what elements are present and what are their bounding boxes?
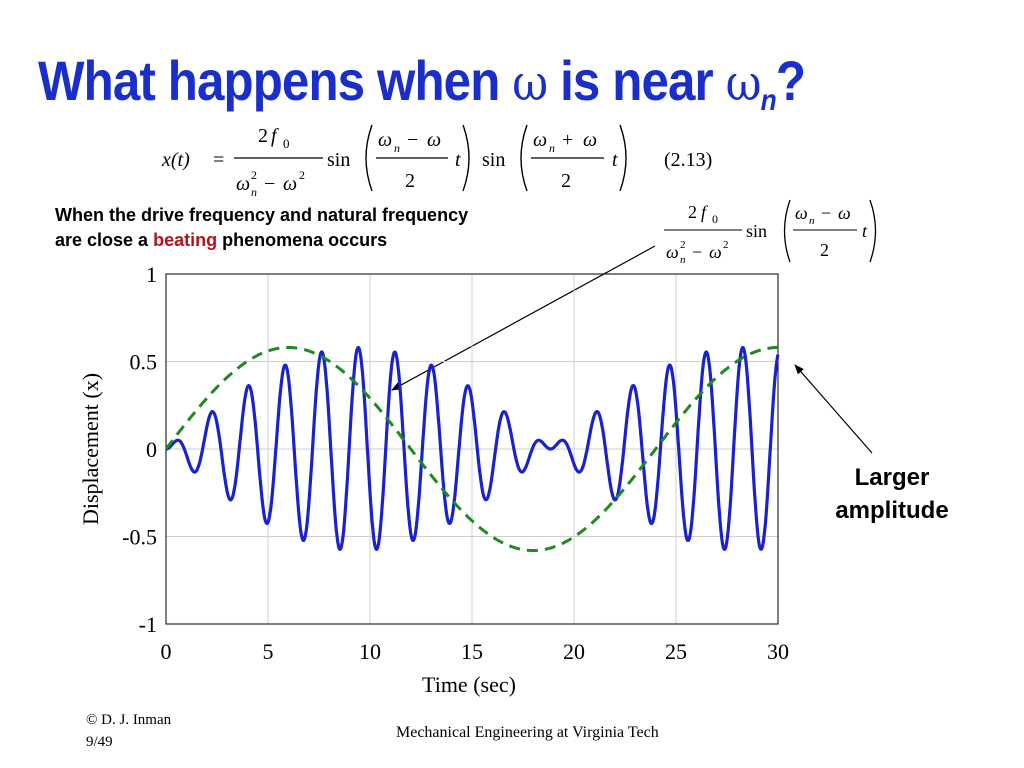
page-number: 9/49 — [86, 734, 113, 750]
title-prefix: What happens when — [38, 49, 513, 112]
larger-amplitude-note: Larger amplitude — [812, 461, 972, 527]
eq-lhs: x(t) — [161, 149, 190, 171]
x-tick-label: 15 — [461, 639, 483, 664]
y-tick-label: 0.5 — [130, 350, 158, 375]
eq-arg1-omega: ω — [427, 129, 441, 151]
y-axis-label: Displacement (x) — [78, 373, 103, 525]
env-arg-minus: − — [821, 203, 831, 223]
x-tick-label: 10 — [359, 639, 381, 664]
x-tick-label: 5 — [263, 639, 274, 664]
x-tick-label: 25 — [665, 639, 687, 664]
note-line-2: amplitude — [835, 497, 949, 524]
env-den-sub-n: n — [680, 254, 686, 266]
x-tick-label: 20 — [563, 639, 585, 664]
copyright: © D. J. Inman 9/49 — [86, 709, 171, 753]
eq-paren-right-2 — [619, 124, 627, 192]
env-num-2: 2 — [688, 202, 697, 222]
env-den-sq-2: 2 — [723, 239, 729, 251]
y-tick-label: -1 — [139, 612, 157, 637]
omega-n-symbol: ω — [725, 54, 762, 112]
env-paren-right — [869, 199, 877, 263]
copyright-text: © D. J. Inman — [86, 712, 172, 728]
eq-arg2-t: t — [612, 149, 618, 171]
env-arg-t: t — [862, 221, 868, 241]
y-tick-label: 1 — [146, 262, 157, 287]
eq-arg2-plus: + — [562, 129, 573, 151]
eq-sin-1: sin — [327, 149, 350, 171]
chart-ticks: 0 5 10 15 20 25 30 1 0.5 0 -0.5 -1 — [122, 262, 789, 664]
eq-num-f: f — [271, 125, 279, 147]
eq-num-2: 2 — [258, 125, 268, 147]
eq-den-sub-n: n — [251, 185, 257, 199]
envelope-formula: 2 f 0 ω 2 n − ω 2 sin ω n − ω 2 t — [664, 199, 877, 266]
env-num-f-sub: 0 — [712, 212, 718, 226]
y-tick-label: -0.5 — [122, 525, 157, 550]
footer-text: Mechanical Engineering at Virginia Tech — [396, 724, 659, 741]
eq-den-sq-1: 2 — [251, 168, 257, 182]
equation-2-13: x(t) = 2 f 0 ω 2 n − ω 2 sin ω n − ω 2 t… — [161, 124, 712, 199]
eq-arg1-den: 2 — [405, 170, 415, 192]
eq-den-minus: − — [264, 173, 275, 195]
env-arg-sub-n: n — [809, 215, 815, 227]
eq-paren-right-1 — [462, 124, 470, 192]
caption-prefix: are close a — [55, 230, 154, 250]
eq-num-f-sub: 0 — [283, 136, 290, 151]
eq-den-sq-2: 2 — [299, 168, 305, 182]
caption-suffix: phenomena occurs — [217, 230, 388, 250]
env-num-f: f — [701, 202, 709, 222]
caption-line-2: are close a beating phenomena occurs — [55, 228, 468, 253]
eq-arg1-t: t — [455, 149, 461, 171]
x-tick-label: 0 — [161, 639, 172, 664]
displacement-series — [164, 345, 780, 551]
eq-den-omega-n: ω — [236, 173, 250, 195]
slide-title: What happens when ω is near ωn? — [38, 48, 806, 118]
env-arg-den: 2 — [820, 240, 829, 260]
eq-paren-left-1 — [365, 124, 373, 192]
title-subscript-n: n — [760, 84, 777, 117]
amplitude-arrow — [794, 364, 873, 454]
eq-arg2-den: 2 — [561, 170, 571, 192]
eq-number: (2.13) — [664, 149, 712, 171]
env-den-sq-1: 2 — [680, 239, 686, 251]
omega-symbol: ω — [512, 54, 548, 112]
caption: When the drive frequency and natural fre… — [55, 203, 468, 253]
chart-grid — [166, 274, 778, 624]
eq-paren-left-2 — [520, 124, 528, 192]
eq-den-omega: ω — [283, 173, 297, 195]
eq-sin-2: sin — [482, 149, 505, 171]
note-line-1: Larger — [854, 464, 930, 491]
x-tick-label: 30 — [767, 639, 789, 664]
envelope-series — [164, 346, 778, 552]
caption-line-1: When the drive frequency and natural fre… — [55, 205, 469, 225]
env-den-minus: − — [692, 242, 702, 262]
eq-arg2-omega-n: ω — [533, 129, 547, 151]
envelope-arrow — [391, 245, 656, 391]
title-suffix: ? — [775, 49, 806, 112]
caption-highlight: beating — [153, 230, 218, 250]
eq-arg1-omega-n: ω — [378, 129, 392, 151]
env-paren-left — [783, 199, 791, 263]
env-den-omega-n: ω — [666, 242, 679, 262]
eq-arg2-omega: ω — [583, 129, 597, 151]
x-axis-label: Time (sec) — [422, 672, 516, 697]
y-tick-label: 0 — [146, 437, 157, 462]
title-middle: is near — [547, 49, 726, 112]
env-arg-omega: ω — [838, 203, 851, 223]
env-arg-omega-n: ω — [795, 203, 808, 223]
eq-arg1-minus: − — [407, 129, 418, 151]
env-den-omega: ω — [709, 242, 722, 262]
eq-arg1-sub-n: n — [394, 141, 400, 155]
eq-arg2-sub-n: n — [549, 141, 555, 155]
eq-equals: = — [213, 149, 224, 171]
env-sin: sin — [746, 221, 767, 241]
